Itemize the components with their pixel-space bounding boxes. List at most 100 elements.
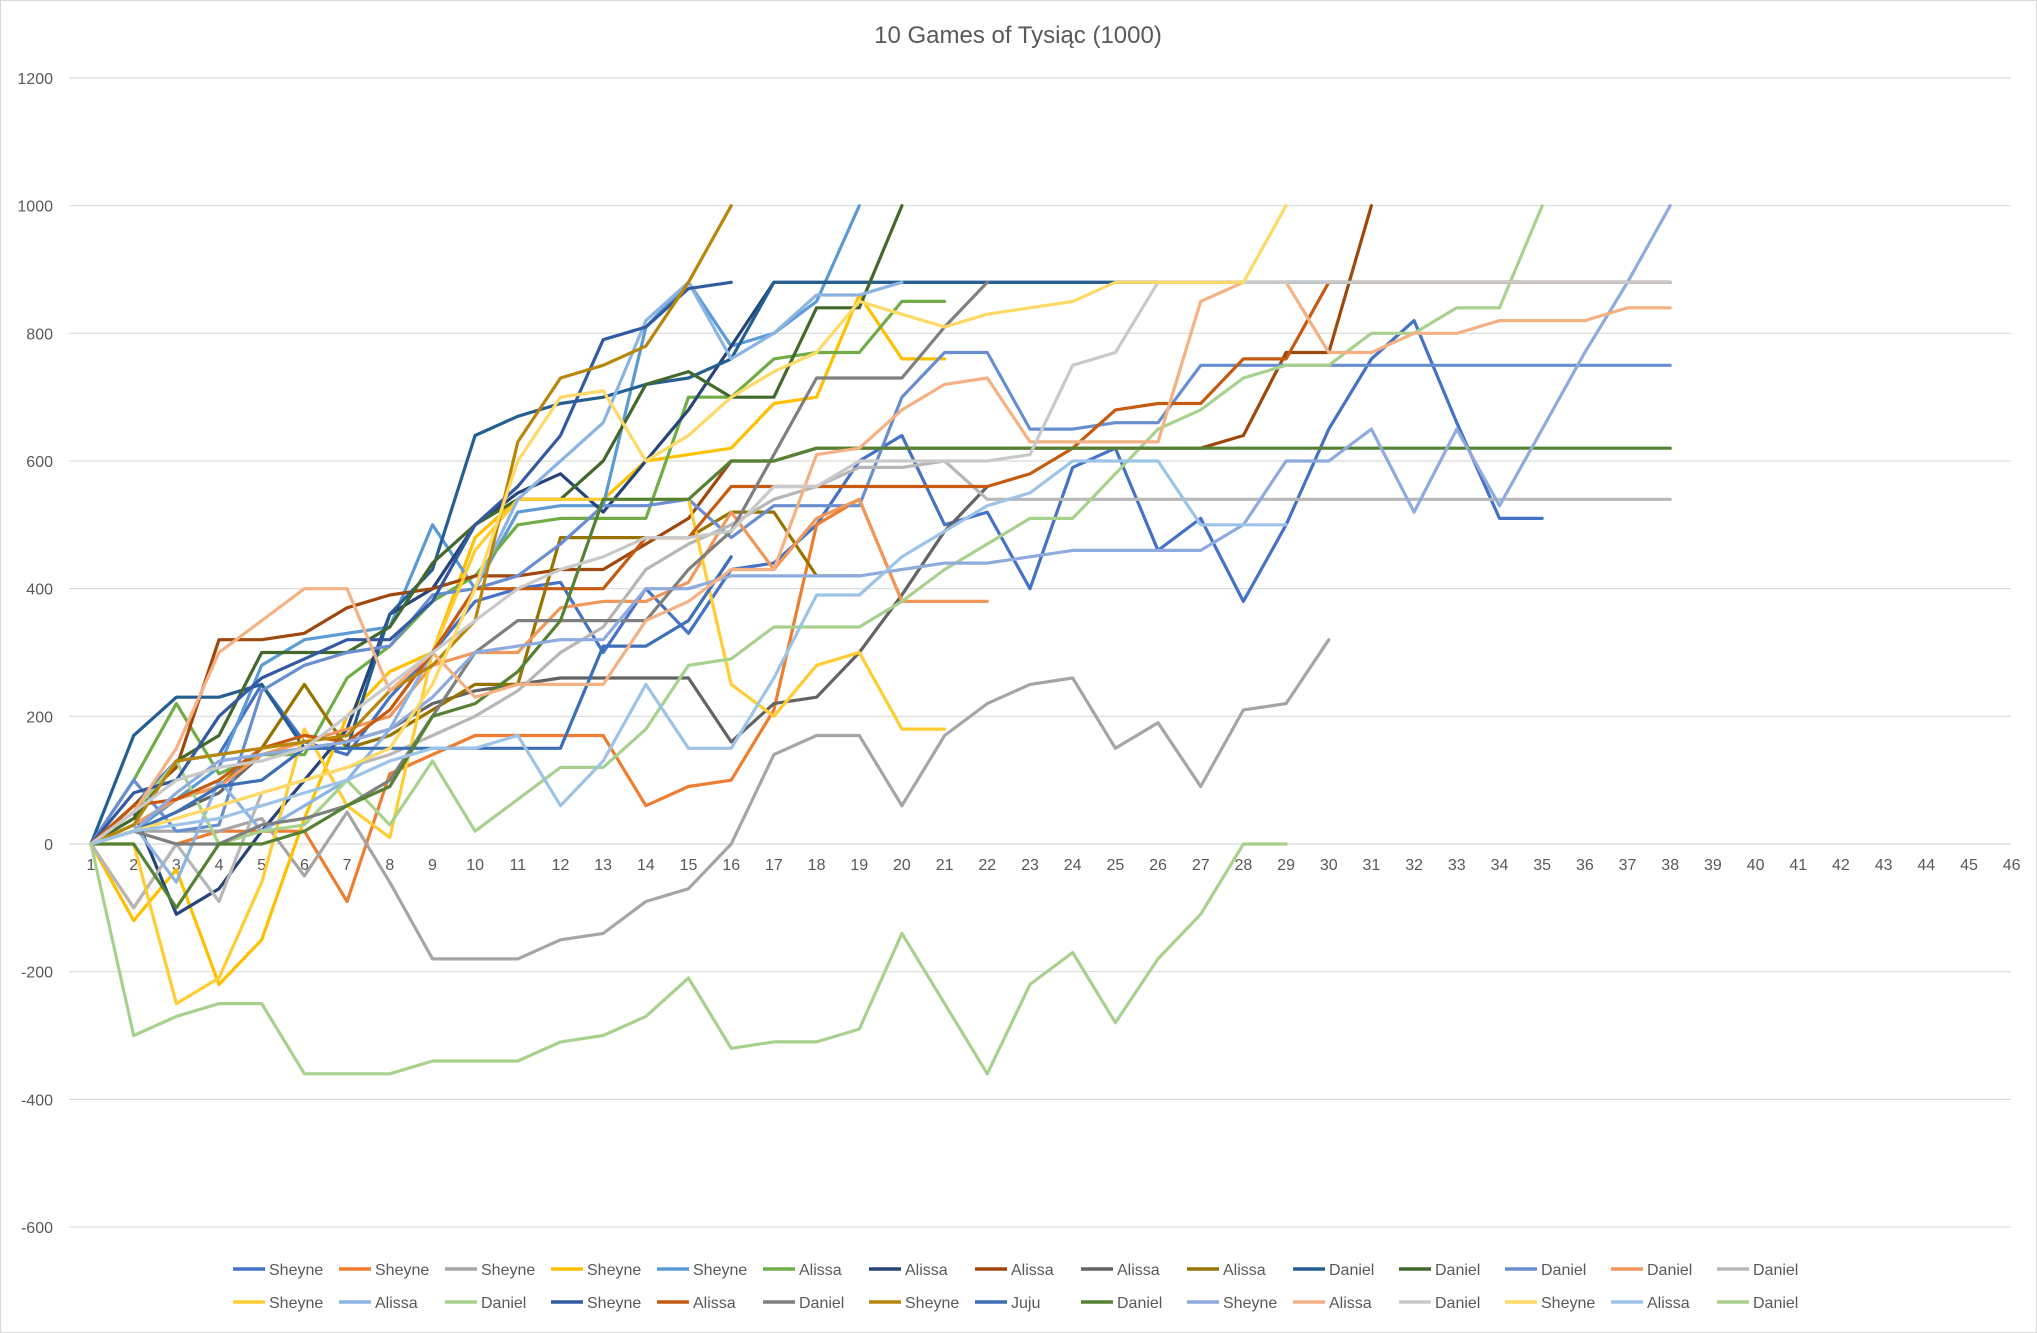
series-line-1 (89, 319, 1544, 846)
x-tick-label: 44 (1917, 857, 1935, 874)
x-axis-tick-labels: 1 2 3 4 5 6 7 8 9 10 11 12 13 14 15 16 17 18 19 20 21 22 23 24 2… (87, 857, 2021, 874)
series-line-23 (89, 555, 733, 846)
series-line-30 (89, 842, 1288, 1076)
x-tick-label: 45 (1960, 857, 1978, 874)
series-line-28 (89, 204, 1288, 846)
series-line-18 (89, 204, 1544, 846)
x-tick-label: 22 (978, 857, 996, 874)
y-tick-label: 800 (26, 326, 53, 343)
x-tick-label: 5 (257, 857, 266, 874)
legend-label: Sheyne (905, 1295, 959, 1312)
x-tick-label: 17 (765, 857, 783, 874)
legend-label: Sheyne (587, 1295, 641, 1312)
x-tick-label: 39 (1704, 857, 1722, 874)
y-tick-label: 0 (44, 837, 53, 854)
legend-label: Sheyne (481, 1262, 535, 1279)
legend-label: Alissa (1011, 1262, 1054, 1279)
x-tick-label: 26 (1149, 857, 1167, 874)
x-tick-label: 43 (1875, 857, 1893, 874)
y-tick-label: 1000 (17, 199, 53, 216)
series-line-26 (89, 280, 1672, 846)
x-tick-label: 10 (466, 857, 484, 874)
x-tick-label: 33 (1448, 857, 1466, 874)
y-tick-label: 1200 (17, 71, 53, 88)
legend-label: Sheyne (269, 1295, 323, 1312)
x-tick-label: 6 (300, 857, 309, 874)
series-line-29 (89, 459, 1288, 846)
x-tick-label: 46 (2003, 857, 2021, 874)
x-tick-label: 34 (1491, 857, 1509, 874)
series-line-17 (89, 280, 904, 884)
series-line-9 (89, 484, 989, 846)
series-line-2 (89, 497, 904, 910)
series-line-13 (89, 350, 1672, 846)
x-tick-label: 19 (850, 857, 868, 874)
x-tick-label: 24 (1064, 857, 1082, 874)
legend-label: Sheyne (269, 1262, 323, 1279)
series-line-25 (89, 204, 1672, 846)
x-tick-label: 9 (428, 857, 437, 874)
x-tick-label: 13 (594, 857, 612, 874)
series-line-19 (89, 280, 733, 846)
x-tick-label: 4 (215, 857, 224, 874)
series-lines (89, 204, 1672, 1076)
x-tick-label: 42 (1832, 857, 1850, 874)
x-tick-label: 14 (637, 857, 655, 874)
legend-label: Sheyne (1223, 1295, 1277, 1312)
legend-label: Daniel (1753, 1295, 1798, 1312)
y-tick-label: 600 (26, 454, 53, 471)
legend-label: Sheyne (1541, 1295, 1595, 1312)
x-tick-label: 31 (1363, 857, 1381, 874)
legend-label: Daniel (1435, 1262, 1480, 1279)
x-tick-label: 20 (893, 857, 911, 874)
x-tick-label: 35 (1533, 857, 1551, 874)
x-tick-label: 25 (1106, 857, 1124, 874)
x-tick-label: 37 (1619, 857, 1637, 874)
x-tick-label: 3 (172, 857, 181, 874)
legend: Sheyne Sheyne Sheyne Sheyne Sheyne Alissa Alis… (233, 1262, 1798, 1312)
series-line-14 (89, 497, 989, 846)
x-tick-label: 32 (1405, 857, 1423, 874)
x-tick-label: 30 (1320, 857, 1338, 874)
series-line-12 (89, 204, 904, 846)
x-tick-label: 36 (1576, 857, 1594, 874)
x-tick-label: 12 (552, 857, 570, 874)
legend-label: Sheyne (375, 1262, 429, 1279)
legend-label: Sheyne (693, 1262, 747, 1279)
legend-label: Sheyne (587, 1262, 641, 1279)
legend-label: Alissa (799, 1262, 842, 1279)
x-tick-label: 27 (1192, 857, 1210, 874)
legend-label: Daniel (1541, 1262, 1586, 1279)
series-line-27 (89, 280, 1672, 846)
y-axis-tick-labels: -600 -400 -200 0 200 400 600 800 1000 1200 (17, 71, 53, 1237)
x-tick-label: 16 (722, 857, 740, 874)
series-line-21 (89, 280, 989, 846)
x-tick-label: 21 (936, 857, 954, 874)
chart-title: 10 Games of Tysiąc (1000) (874, 22, 1162, 49)
legend-label: Daniel (1753, 1262, 1798, 1279)
legend-label: Alissa (1117, 1262, 1160, 1279)
legend-label: Daniel (1435, 1295, 1480, 1312)
legend-label: Alissa (1647, 1295, 1690, 1312)
series-line-24 (89, 446, 1672, 910)
x-tick-label: 23 (1021, 857, 1039, 874)
legend-label: Alissa (1223, 1262, 1266, 1279)
legend-label: Daniel (1647, 1262, 1692, 1279)
x-tick-label: 7 (343, 857, 352, 874)
x-tick-label: 15 (680, 857, 698, 874)
series-line-22 (89, 204, 733, 846)
legend-label: Daniel (799, 1295, 844, 1312)
x-tick-label: 8 (385, 857, 394, 874)
x-tick-label: 1 (87, 857, 96, 874)
x-tick-label: 29 (1277, 857, 1295, 874)
x-tick-label: 18 (808, 857, 826, 874)
legend-label: Alissa (375, 1295, 418, 1312)
series-line-3 (89, 638, 1331, 961)
x-tick-label: 28 (1234, 857, 1252, 874)
y-tick-label: -200 (21, 965, 53, 982)
legend-label: Daniel (481, 1295, 526, 1312)
y-tick-label: -400 (21, 1092, 53, 1109)
x-tick-label: 41 (1789, 857, 1807, 874)
legend-label: Alissa (693, 1295, 736, 1312)
